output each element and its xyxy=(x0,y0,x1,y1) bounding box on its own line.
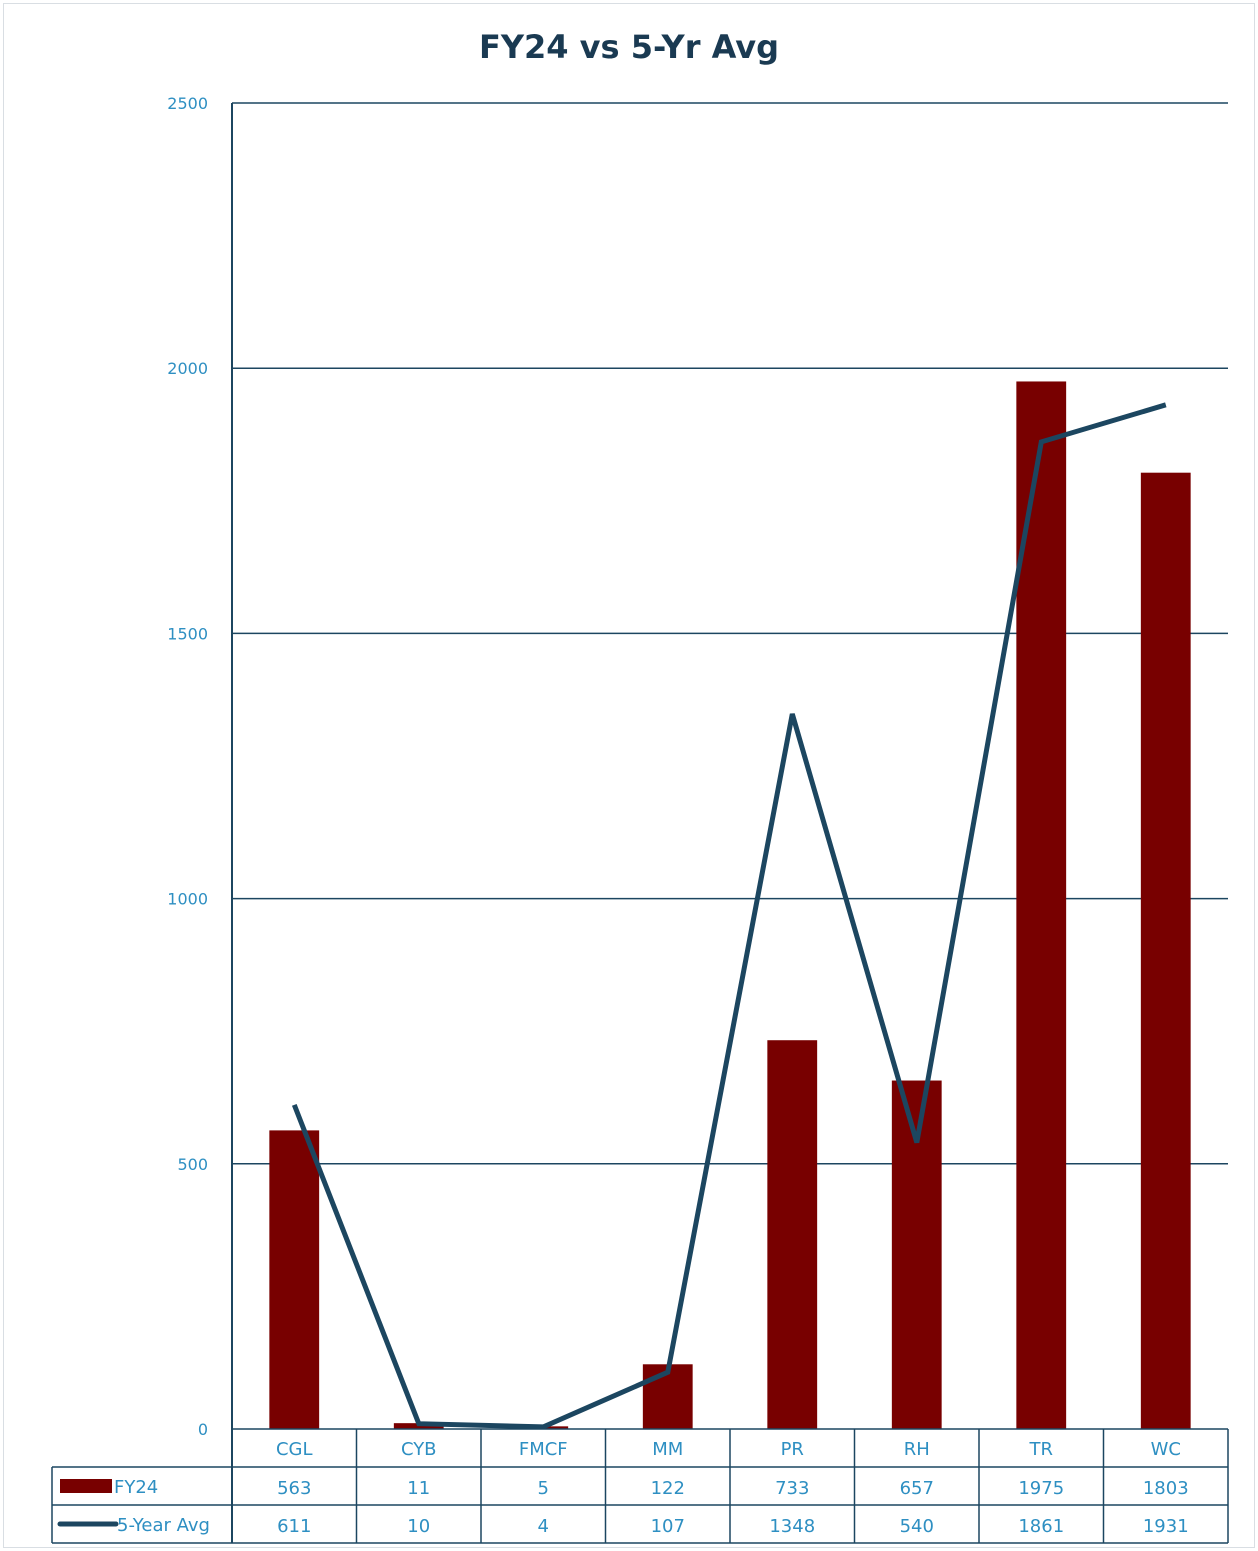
data-label-fy24: 657 xyxy=(900,1478,934,1499)
y-tick-label: 2500 xyxy=(167,94,208,113)
bar-fy24-pr xyxy=(767,1040,818,1429)
bar-fy24-mm xyxy=(642,1364,693,1429)
data-label-fy24: 122 xyxy=(651,1478,685,1499)
bar-fy24-tr xyxy=(1016,381,1067,1430)
x-tick-label: RH xyxy=(904,1439,930,1460)
chart-frame xyxy=(3,3,1255,1548)
data-label-5-year-avg: 611 xyxy=(277,1516,311,1537)
chart-title: FY24 vs 5-Yr Avg xyxy=(478,28,780,66)
x-tick-label: TR xyxy=(1028,1439,1053,1460)
data-label-fy24: 1975 xyxy=(1018,1478,1064,1499)
line-5-year-avg xyxy=(291,402,1167,1430)
data-label-fy24: 11 xyxy=(407,1478,430,1499)
data-label-5-year-avg: 107 xyxy=(651,1516,685,1537)
bar-fy24-wc xyxy=(1140,472,1191,1429)
legend-label-5-year-avg: 5-Year Avg xyxy=(117,1515,210,1536)
y-tick-label: 0 xyxy=(198,1420,208,1439)
data-label-fy24: 563 xyxy=(277,1478,311,1499)
data-label-5-year-avg: 10 xyxy=(407,1516,430,1537)
x-tick-label: WC xyxy=(1151,1439,1181,1460)
y-tick-label: 1500 xyxy=(167,624,208,643)
data-label-fy24: 733 xyxy=(775,1478,809,1499)
data-label-5-year-avg: 1931 xyxy=(1143,1516,1189,1537)
legend-label-fy24: FY24 xyxy=(114,1477,158,1498)
data-label-5-year-avg: 1348 xyxy=(769,1516,815,1537)
y-tick-label: 500 xyxy=(177,1155,208,1174)
data-label-fy24: 1803 xyxy=(1143,1478,1189,1499)
x-tick-label: MM xyxy=(652,1439,683,1460)
x-tick-label: FMCF xyxy=(519,1439,568,1460)
legend-key-fy24 xyxy=(60,1479,112,1493)
y-tick-label: 2000 xyxy=(167,359,208,378)
data-label-5-year-avg: 540 xyxy=(900,1516,934,1537)
bar-fy24-cgl xyxy=(269,1130,320,1429)
data-label-5-year-avg: 1861 xyxy=(1018,1516,1064,1537)
data-label-5-year-avg: 4 xyxy=(538,1516,549,1537)
x-tick-label: PR xyxy=(781,1439,804,1460)
x-tick-label: CYB xyxy=(401,1439,437,1460)
x-tick-label: CGL xyxy=(276,1439,313,1460)
data-label-fy24: 5 xyxy=(538,1478,549,1499)
y-tick-label: 1000 xyxy=(167,890,208,909)
